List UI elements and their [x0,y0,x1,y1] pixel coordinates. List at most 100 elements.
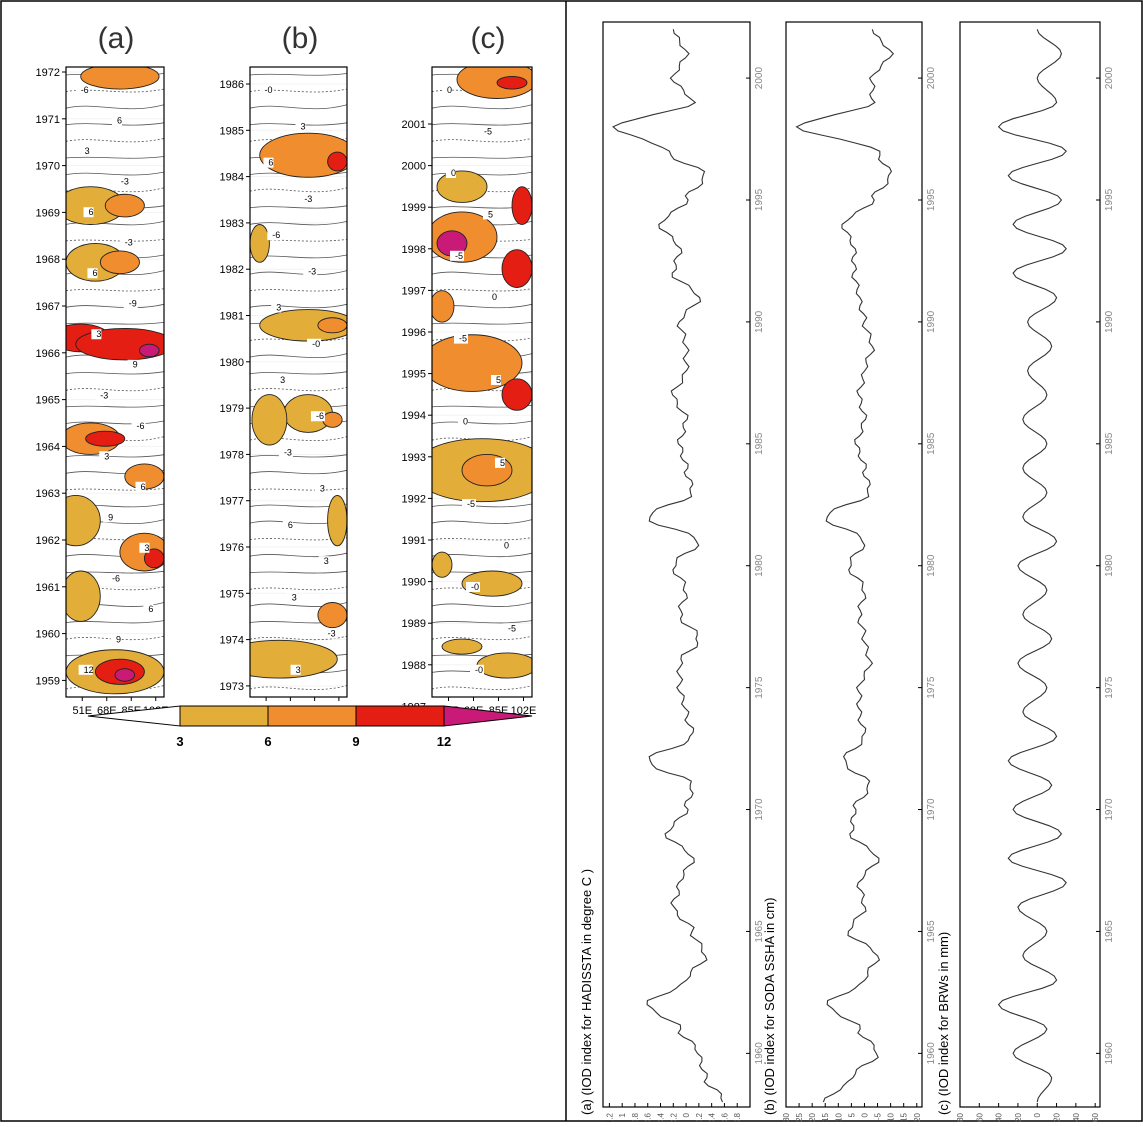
timeseries-panel-c: 1960 1965 1970 1975 1980 1985 1990 1995 2000 80 60… [936,21,1115,1125]
contour-label: 5 [500,458,505,468]
heatmap-field: -6 6 3 -3 6 -3 6 -9 3 9 -3 -6 3 6 9 3 -6 6 9 12 [66,67,164,697]
contour-label-bg [322,628,337,639]
anomaly-blob [432,551,453,578]
contour-label-bg [95,390,110,401]
contour-label-bg [278,447,293,458]
contour-negative [250,488,347,491]
contour-label: 6 [92,268,97,278]
heatmap-group: (a) (b) (c) -6 6 3 -3 6 -3 6 -9 3 9 -3 -6 3 6 9 3 -6 6 9 12… [36,22,537,749]
contour-label: 5 [488,209,493,219]
year-tick-label: 1984 [220,172,244,184]
contour-label-bg [503,623,517,634]
time-tick-label: 1995 [1104,188,1115,211]
year-tick-label: 1966 [36,348,60,360]
contour-label-bg [470,664,484,675]
contour-label-bg [442,85,452,96]
time-tick-label: 1990 [926,310,937,333]
time-tick-label: 1995 [754,188,765,211]
year-tick-label: 1960 [36,629,60,641]
value-tick-label: -0.8 [733,1112,742,1122]
year-tick-label: 1986 [220,79,244,91]
contour-label: 3 [292,592,297,602]
time-tick-label: 2000 [754,67,765,90]
contour-label-bg [107,573,122,584]
year-tick-label: 1976 [220,542,244,554]
year-tick-label: 1996 [402,327,426,339]
contour-positive [250,104,347,110]
heatmap-frame [65,66,165,698]
year-tick-label: 1964 [36,441,60,453]
time-tick-label: 2000 [1104,67,1115,90]
anomaly-blob [259,132,347,178]
contour-label-bg [295,121,306,132]
contour-positive [432,519,532,525]
series-line [997,29,1067,1103]
year-tick-label: 1973 [220,681,244,693]
value-tick-label: -20 [913,1112,922,1122]
panel-label-b: (b) [282,22,319,55]
contour-label-bg [318,556,329,567]
heatmap-panel-c: 0 -5 0 5 -5 0 -5 5 0 5 -5 0 -0 -5 -0 2001 2000 1999 1998 19… [402,66,536,717]
heatmap-panel-b: -0 3 6 -3 -6 -3 3 -0 3 -6 -3 3 6 3 3 -3 3 1986 1985 1984 198… [220,66,352,717]
anomaly-blob [501,378,532,411]
anomaly-blob [114,668,136,682]
contour-negative [432,635,532,641]
heatmap-frame [249,66,348,698]
contour-label-bg [499,540,509,551]
contour-positive [250,552,347,558]
value-tick-label: 1.2 [605,1112,614,1122]
value-tick-label: 40 [995,1112,1004,1121]
anomaly-blob [317,602,347,629]
contour-label: 5 [496,375,501,385]
contour-positive [66,420,164,425]
time-tick-label: 1975 [926,676,937,699]
anomaly-blob [511,186,532,225]
timeseries-frame [959,21,1101,1108]
contour-negative [432,685,532,690]
anomaly-blob [250,639,338,679]
contour-label: -3 [308,266,316,276]
contour-positive [66,122,164,126]
year-tick-label: 1968 [36,254,60,266]
contour-negative [250,586,347,591]
contour-label: 3 [280,375,285,385]
contour-label: -6 [81,85,89,95]
year-tick-label: 1959 [36,675,60,687]
contour-label-bg [458,416,468,427]
year-tick-label: 1982 [220,264,244,276]
anomaly-blob [250,224,270,263]
contour-negative [432,586,532,591]
year-tick-label: 1992 [402,493,426,505]
contour-positive [250,122,347,126]
time-tick-label: 1985 [1104,432,1115,455]
anomaly-blob [66,494,101,547]
value-tick-label: 0.4 [657,1112,666,1122]
heatmap-frame [431,66,533,698]
year-tick-label: 1989 [402,618,426,630]
contour-label-bg [263,157,274,168]
contour-label-bg [75,85,90,96]
value-tick-label: -60 [1091,1112,1100,1122]
contour-positive [432,420,532,425]
contour-label-bg [299,193,314,204]
year-tick-label: 1998 [402,244,426,256]
contour-positive [432,122,532,126]
contour-positive [66,620,164,624]
contour-label: 3 [104,451,109,461]
anomaly-blob [104,193,145,218]
value-tick-label: -0.6 [720,1112,729,1122]
contour-label-bg [99,451,110,462]
anomaly-blob [66,570,101,622]
value-tick-label: 10 [834,1112,843,1121]
contour-label: 0 [447,85,452,95]
contour-label: -5 [484,127,492,137]
contour-label-bg [310,411,325,422]
anomaly-blob [99,250,140,275]
contour-label-bg [446,168,456,178]
contour-positive [250,371,347,375]
contour-label: -5 [508,623,516,633]
contour-label-bg [135,481,146,492]
contour-label: 6 [89,207,94,217]
anomaly-blob [75,328,164,361]
